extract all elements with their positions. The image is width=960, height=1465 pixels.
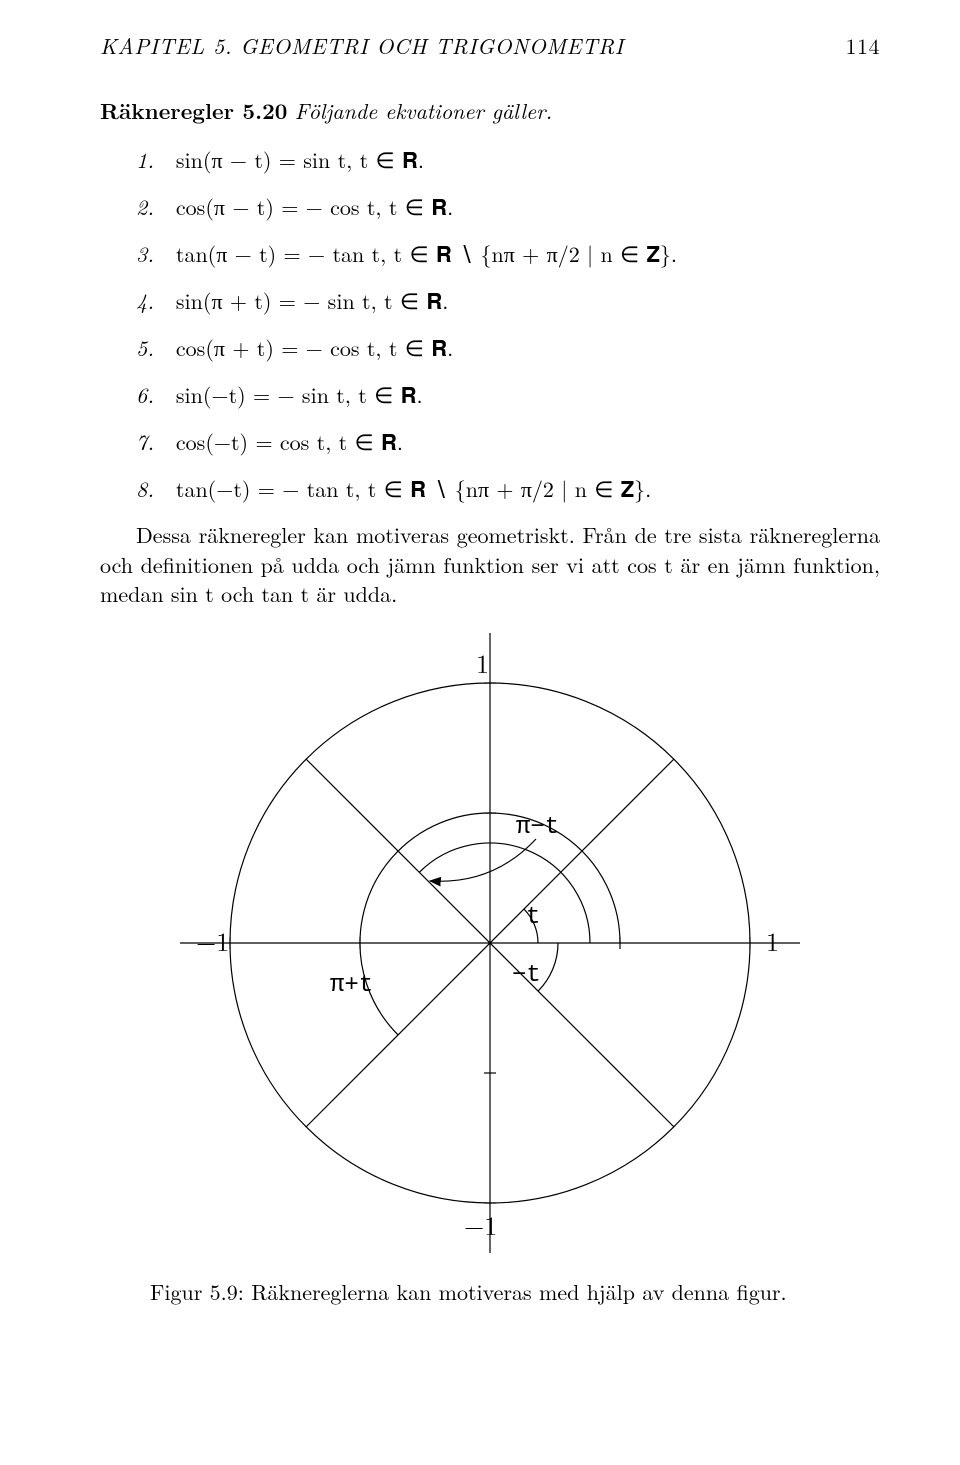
theorem-heading: Räkneregler 5.20 Följande ekvationer gäl… <box>100 95 880 126</box>
body-paragraph: Dessa räkneregler kan motiveras geometri… <box>100 520 880 609</box>
rule-item: 6. sin(−t) = − sin t, t ∈ 𝐑. <box>136 379 880 410</box>
rule-item: 3. tan(π − t) = − tan t, t ∈ 𝐑 ∖ {nπ + π… <box>136 238 880 269</box>
svg-text:t: t <box>526 904 540 931</box>
svg-text:−1: −1 <box>464 1206 497 1243</box>
svg-text:π−t: π−t <box>516 814 559 841</box>
rule-text: cos(π − t) = − cos t, t ∈ 𝐑. <box>176 191 453 222</box>
rule-number: 7. <box>136 426 168 457</box>
rule-text: cos(−t) = cos t, t ∈ 𝐑. <box>176 426 403 457</box>
rule-item: 8. tan(−t) = − tan t, t ∈ 𝐑 ∖ {nπ + π/2 … <box>136 473 880 504</box>
page-number: 114 <box>845 30 880 61</box>
rule-text: cos(π + t) = − cos t, t ∈ 𝐑. <box>176 332 453 363</box>
rule-number: 3. <box>136 238 168 269</box>
rule-number: 8. <box>136 473 168 504</box>
unit-circle-diagram: 1 1 −1 −1 t −t π−t π+t <box>180 633 800 1258</box>
rule-list: 1. sin(π − t) = sin t, t ∈ 𝐑. 2. cos(π −… <box>136 144 880 504</box>
rule-item: 4. sin(π + t) = − sin t, t ∈ 𝐑. <box>136 285 880 316</box>
rule-number: 1. <box>136 144 168 175</box>
rule-number: 6. <box>136 379 168 410</box>
svg-text:1: 1 <box>766 922 779 959</box>
rule-item: 5. cos(π + t) = − cos t, t ∈ 𝐑. <box>136 332 880 363</box>
rule-text: sin(π − t) = sin t, t ∈ 𝐑. <box>176 144 424 175</box>
figure: 1 1 −1 −1 t −t π−t π+t Figur 5.9: Räknereglerna… <box>100 633 880 1307</box>
rule-text: tan(−t) = − tan t, t ∈ 𝐑 ∖ {nπ + π/2 | n… <box>176 473 651 504</box>
rule-text: sin(π + t) = − sin t, t ∈ 𝐑. <box>176 285 449 316</box>
svg-text:π+t: π+t <box>330 972 373 999</box>
rule-text: tan(π − t) = − tan t, t ∈ 𝐑 ∖ {nπ + π/2 … <box>176 238 677 269</box>
page: KAPITEL 5. GEOMETRI OCH TRIGONOMETRI 114… <box>0 0 960 1465</box>
rule-number: 5. <box>136 332 168 363</box>
rule-number: 4. <box>136 285 168 316</box>
figure-caption: Figur 5.9: Räknereglerna kan motiveras m… <box>100 1276 880 1307</box>
rule-item: 7. cos(−t) = cos t, t ∈ 𝐑. <box>136 426 880 457</box>
rule-item: 1. sin(π − t) = sin t, t ∈ 𝐑. <box>136 144 880 175</box>
theorem-label: Räkneregler 5.20 <box>100 95 287 126</box>
svg-text:−t: −t <box>512 962 541 989</box>
rule-text: sin(−t) = − sin t, t ∈ 𝐑. <box>176 379 423 410</box>
svg-text:1: 1 <box>476 644 489 681</box>
theorem-intro: Följande ekvationer gäller. <box>295 95 552 126</box>
running-header: KAPITEL 5. GEOMETRI OCH TRIGONOMETRI 114 <box>100 30 880 61</box>
rule-number: 2. <box>136 191 168 222</box>
svg-text:−1: −1 <box>196 922 229 959</box>
rule-item: 2. cos(π − t) = − cos t, t ∈ 𝐑. <box>136 191 880 222</box>
chapter-title: KAPITEL 5. GEOMETRI OCH TRIGONOMETRI <box>100 30 624 61</box>
